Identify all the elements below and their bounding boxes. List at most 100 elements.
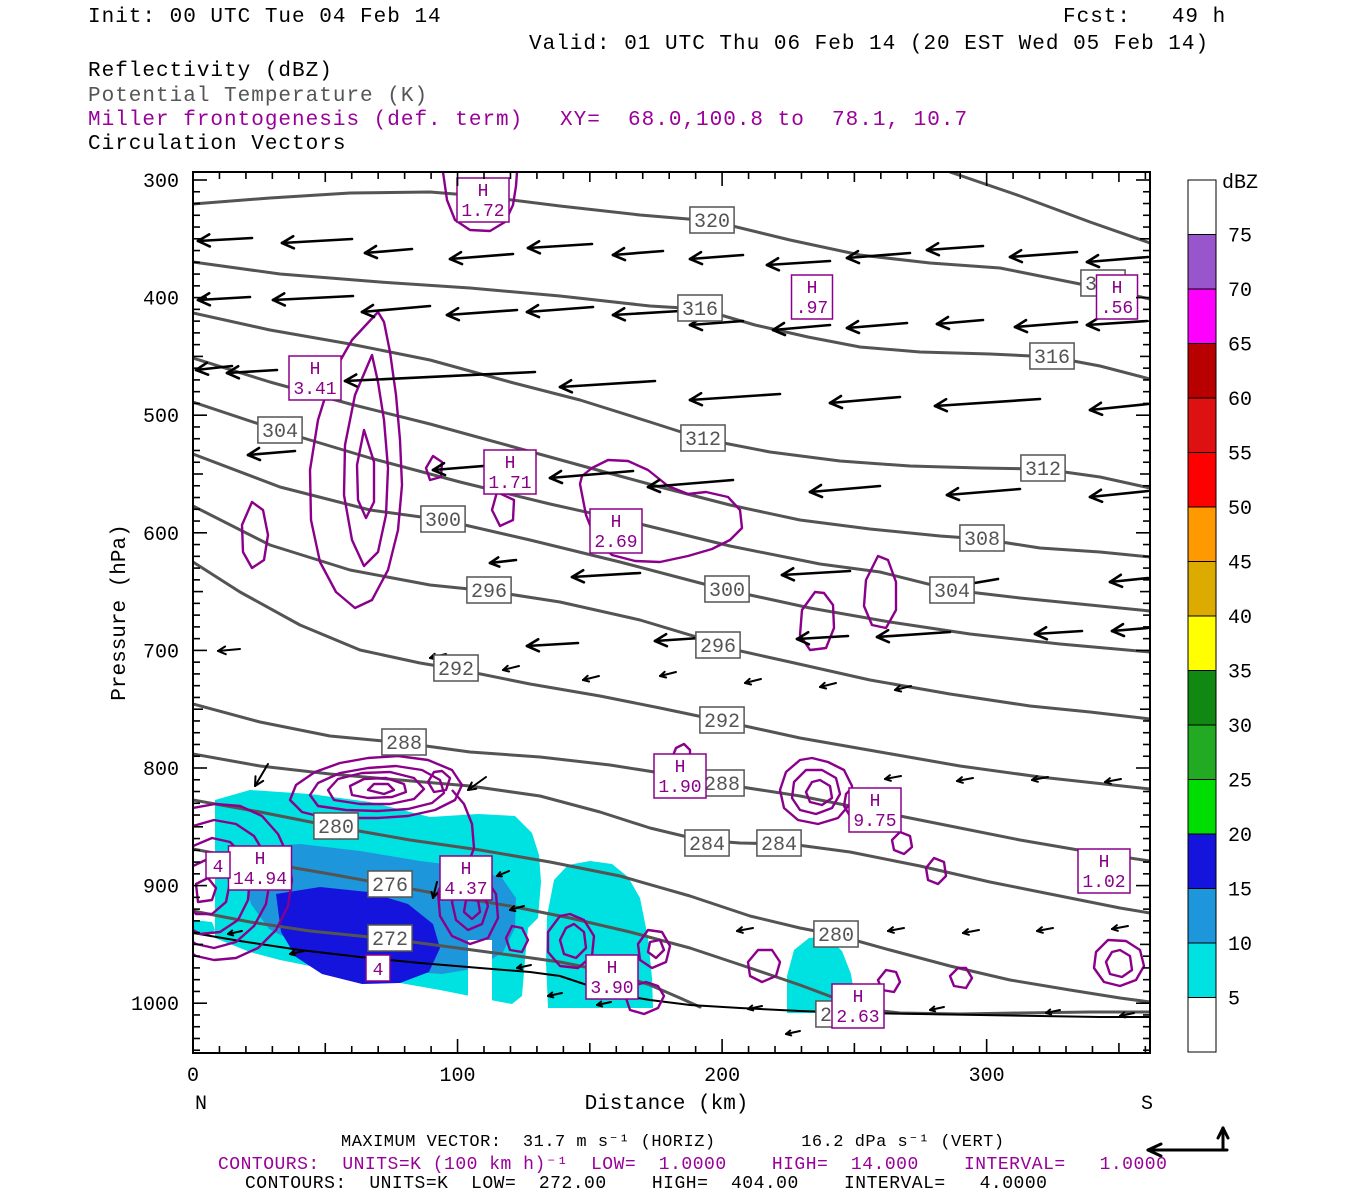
svg-text:296: 296 (700, 636, 736, 659)
svg-text:288: 288 (386, 733, 422, 756)
svg-text:4: 4 (213, 858, 224, 878)
svg-text:400: 400 (143, 289, 179, 312)
svg-text:H: H (478, 182, 489, 202)
frontogenesis-maxima-labels: H1.72H.97H.56H3.41H1.71H2.69H1.90H9.75H1… (205, 177, 1139, 1029)
svg-text:H: H (1099, 853, 1110, 873)
svg-text:800: 800 (143, 759, 179, 782)
svg-text:304: 304 (262, 421, 298, 444)
svg-text:S: S (1141, 1093, 1153, 1116)
svg-text:H: H (611, 513, 622, 533)
svg-text:9.75: 9.75 (853, 812, 896, 832)
svg-text:312: 312 (1025, 459, 1061, 482)
svg-text:292: 292 (704, 711, 740, 734)
axis-tick-labels: 300 400 500 600 700 800 900 1000 0 100 200 300 N S Dis… (109, 171, 1153, 1116)
svg-text:308: 308 (964, 529, 1000, 552)
svg-text:Distance (km): Distance (km) (585, 1093, 749, 1116)
svg-text:14.94: 14.94 (233, 870, 287, 890)
svg-text:276: 276 (372, 875, 408, 898)
svg-text:300: 300 (143, 171, 179, 194)
legend-circulation-vectors: Circulation Vectors (88, 133, 347, 156)
theta-contour-info: CONTOURS: UNITS=K LOW= 272.00 HIGH= 404.… (245, 1174, 1048, 1194)
svg-text:H: H (255, 850, 266, 870)
init-time-label: Init: 00 UTC Tue 04 Feb 14 (88, 6, 442, 29)
svg-text:H: H (461, 860, 472, 880)
svg-text:1.71: 1.71 (488, 474, 531, 494)
svg-text:25: 25 (1228, 771, 1252, 794)
svg-text:70: 70 (1228, 280, 1252, 303)
svg-text:316: 316 (682, 299, 718, 322)
svg-text:.97: .97 (796, 299, 828, 319)
svg-text:55: 55 (1228, 444, 1252, 467)
svg-text:H: H (310, 360, 321, 380)
svg-text:600: 600 (143, 524, 179, 547)
svg-text:50: 50 (1228, 498, 1252, 521)
svg-text:35: 35 (1228, 662, 1252, 685)
svg-text:4.37: 4.37 (444, 880, 487, 900)
svg-text:H: H (505, 454, 516, 474)
svg-text:60: 60 (1228, 389, 1252, 412)
svg-text:30: 30 (1228, 716, 1252, 739)
frontogenesis-contours (193, 172, 1146, 1016)
svg-text:1.90: 1.90 (658, 778, 701, 798)
svg-text:40: 40 (1228, 607, 1252, 630)
svg-text:H: H (870, 792, 881, 812)
valid-time-label: Valid: 01 UTC Thu 06 Feb 14 (20 EST Wed … (529, 33, 1210, 56)
theta-labels: 3203163203163123123043003083042963002962… (257, 206, 1126, 1028)
svg-text:2.69: 2.69 (594, 533, 637, 553)
svg-text:2.63: 2.63 (836, 1008, 879, 1028)
svg-text:N: N (195, 1093, 207, 1116)
svg-text:H: H (807, 279, 818, 299)
svg-text:H: H (675, 758, 686, 778)
svg-text:0: 0 (187, 1065, 199, 1088)
svg-text:500: 500 (143, 406, 179, 429)
svg-text:312: 312 (685, 429, 721, 452)
svg-text:dBZ: dBZ (1222, 172, 1258, 195)
svg-text:3.90: 3.90 (590, 979, 633, 999)
svg-text:288: 288 (704, 774, 740, 797)
svg-text:900: 900 (143, 877, 179, 900)
svg-text:1.72: 1.72 (461, 202, 504, 222)
svg-text:5: 5 (1228, 989, 1240, 1012)
svg-text:316: 316 (1034, 347, 1070, 370)
svg-text:65: 65 (1228, 335, 1252, 358)
svg-text:320: 320 (694, 211, 730, 234)
svg-text:4: 4 (373, 961, 384, 981)
svg-text:300: 300 (709, 580, 745, 603)
svg-text:272: 272 (372, 929, 408, 952)
max-vector-key (1146, 1126, 1230, 1158)
svg-text:300: 300 (425, 510, 461, 533)
svg-text:15: 15 (1228, 880, 1252, 903)
svg-text:H: H (853, 988, 864, 1008)
svg-text:75: 75 (1228, 226, 1252, 249)
svg-text:H: H (607, 959, 618, 979)
svg-text:700: 700 (143, 641, 179, 664)
svg-text:100: 100 (440, 1065, 476, 1088)
frontogenesis-contour-info: CONTOURS: UNITS=K (100 km h)⁻¹ LOW= 1.00… (218, 1155, 1168, 1175)
legend-frontogenesis: Miller frontogenesis (def. term) (88, 109, 524, 132)
svg-text:20: 20 (1228, 825, 1252, 848)
svg-text:1.02: 1.02 (1082, 873, 1125, 893)
legend-reflectivity: Reflectivity (dBZ) (88, 60, 333, 83)
svg-text:3.41: 3.41 (293, 380, 336, 400)
svg-text:296: 296 (471, 581, 507, 604)
circulation-vectors (194, 233, 1150, 1037)
svg-text:Pressure (hPa): Pressure (hPa) (109, 524, 132, 700)
axes (192, 171, 1151, 1054)
svg-text:284: 284 (761, 834, 797, 857)
dbz-colorbar: 75 70 65 60 55 50 45 40 35 30 25 20 15 10 5 dBZ (1187, 172, 1258, 1053)
svg-text:45: 45 (1228, 553, 1252, 576)
forecast-hour-label: Fcst: 49 h (1063, 6, 1227, 29)
cross-section-endpoints: XY= 68.0,100.8 to 78.1, 10.7 (560, 109, 969, 132)
legend-potential-temperature: Potential Temperature (K) (88, 85, 429, 108)
svg-text:.56: .56 (1101, 299, 1133, 319)
svg-text:200: 200 (704, 1065, 740, 1088)
svg-text:280: 280 (818, 925, 854, 948)
svg-text:284: 284 (689, 834, 725, 857)
svg-text:304: 304 (934, 581, 970, 604)
svg-text:292: 292 (438, 659, 474, 682)
plot-content: 3203163203163123123043003083042963002962… (193, 172, 1150, 1037)
max-vector-label: MAXIMUM VECTOR: 31.7 m s⁻¹ (HORIZ) 16.2 … (341, 1133, 1005, 1152)
svg-text:1000: 1000 (131, 994, 179, 1017)
